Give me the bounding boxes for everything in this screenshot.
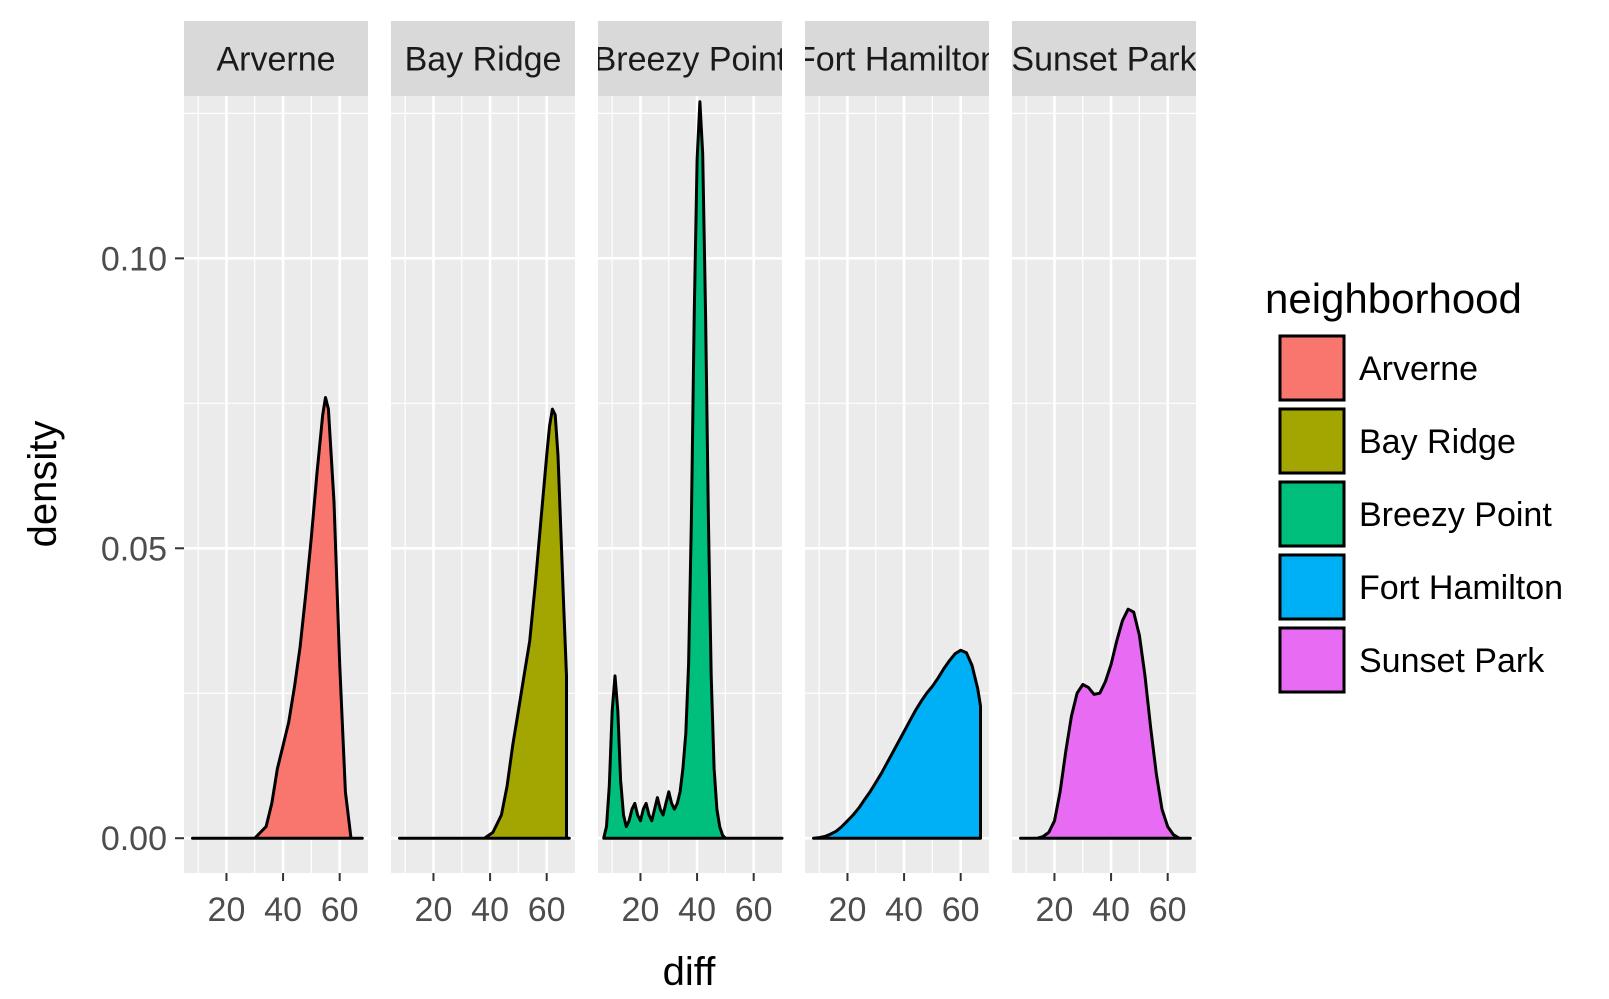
x-tick-label: 20 bbox=[622, 891, 660, 929]
x-axis: 20 40 60 bbox=[1036, 873, 1187, 929]
x-tick-label: 60 bbox=[735, 891, 773, 929]
y-tick-label: 0.05 bbox=[101, 530, 167, 568]
legend-item: Breezy Point bbox=[1278, 480, 1552, 548]
y-tick-label: 0.00 bbox=[101, 820, 167, 858]
x-tick-label: 20 bbox=[829, 891, 867, 929]
legend-item: Sunset Park bbox=[1278, 626, 1545, 694]
x-axis: 20 40 60 bbox=[829, 873, 980, 929]
legend-key-swatch bbox=[1278, 553, 1346, 621]
x-tick-label: 40 bbox=[471, 891, 509, 929]
legend-key-swatch bbox=[1278, 626, 1346, 694]
legend-item: Fort Hamilton bbox=[1278, 553, 1563, 621]
density-area bbox=[602, 100, 784, 840]
x-tick-label: 60 bbox=[528, 891, 566, 929]
legend-label: Fort Hamilton bbox=[1359, 569, 1563, 607]
facet-strip-label: Arverne bbox=[216, 41, 335, 79]
facet-strip-label: Breezy Point bbox=[594, 41, 787, 79]
legend-item: Bay Ridge bbox=[1278, 407, 1516, 475]
x-tick-label: 20 bbox=[208, 891, 246, 929]
x-tick-label: 40 bbox=[1092, 891, 1130, 929]
x-axis: 20 40 60 bbox=[622, 873, 773, 929]
facet-panels: Arverne Bay Ridge Breezy Point Fort Hamilto… bbox=[184, 21, 1197, 873]
density-area bbox=[191, 396, 364, 840]
facet-strip bbox=[598, 21, 782, 96]
facet-strip-label: Sunset Park bbox=[1011, 41, 1197, 79]
legend-label: Sunset Park bbox=[1359, 642, 1545, 680]
facet-strip-label: Bay Ridge bbox=[405, 41, 562, 79]
density-area bbox=[1019, 607, 1192, 840]
facet-strip bbox=[805, 21, 989, 96]
legend-label: Arverne bbox=[1359, 350, 1478, 388]
x-tick-label: 60 bbox=[321, 891, 359, 929]
legend-key-swatch bbox=[1278, 407, 1346, 475]
x-tick-label: 60 bbox=[942, 891, 980, 929]
x-tick-label: 40 bbox=[678, 891, 716, 929]
x-tick-label: 20 bbox=[1036, 891, 1074, 929]
y-axis: 0.00 0.05 0.10 bbox=[101, 240, 184, 858]
facet-strip bbox=[1012, 21, 1196, 96]
legend-key-swatch bbox=[1278, 334, 1346, 402]
facet-panel: Arverne bbox=[184, 21, 368, 873]
y-axis-title: density bbox=[21, 421, 65, 548]
facet-strip bbox=[391, 21, 575, 96]
x-tick-label: 40 bbox=[885, 891, 923, 929]
facet-panel: Fort Hamilton bbox=[795, 21, 999, 873]
x-axis-title: diff bbox=[663, 950, 717, 994]
legend: neighborhood Arverne Bay Ridge Breezy Poin… bbox=[1265, 275, 1563, 694]
x-axes: 20 40 60 20 40 60 20 40 60 20 40 60 20 40 60 bbox=[208, 873, 1187, 929]
legend-item: Arverne bbox=[1278, 334, 1478, 402]
x-tick-label: 40 bbox=[264, 891, 302, 929]
x-axis: 20 40 60 bbox=[208, 873, 359, 929]
legend-key-swatch bbox=[1278, 480, 1346, 548]
density-area bbox=[812, 648, 982, 840]
facet-strip-label: Fort Hamilton bbox=[795, 41, 999, 79]
legend-title: neighborhood bbox=[1265, 275, 1522, 322]
facet-strip bbox=[184, 21, 368, 96]
facet-panel: Breezy Point bbox=[594, 21, 787, 873]
x-tick-label: 60 bbox=[1149, 891, 1187, 929]
facet-panel: Sunset Park bbox=[1011, 21, 1197, 873]
legend-label: Bay Ridge bbox=[1359, 423, 1516, 461]
x-tick-label: 20 bbox=[415, 891, 453, 929]
facet-panel: Bay Ridge bbox=[391, 21, 575, 873]
legend-label: Breezy Point bbox=[1359, 496, 1552, 534]
density-area bbox=[398, 407, 571, 840]
y-tick-label: 0.10 bbox=[101, 240, 167, 278]
x-axis: 20 40 60 bbox=[415, 873, 566, 929]
